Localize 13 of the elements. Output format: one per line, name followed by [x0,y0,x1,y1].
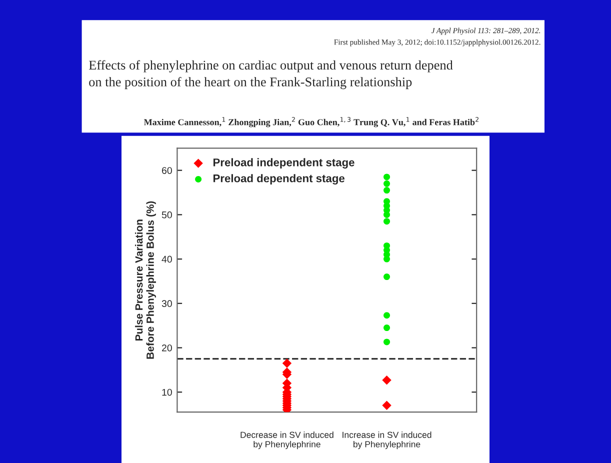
y-tick-label: 50 [162,211,172,218]
y-tick-label: 20 [162,344,172,352]
text: Maxime Cannesson,$^{1}$ Zhongping Jian,$^{2}$ Guo Chen,$^{1,3}$ Trung Q. Vu,$^{1}$ and Feras Hatib$^{2}$ [144,117,478,128]
y-tick-label: 30 [162,300,172,308]
x-tick-label: Increase in SV induced by Phenylephrine [342,432,432,450]
y-tick-label: 60 [162,167,172,174]
legend-label: Preload dependent stage [213,174,344,185]
legend-label: Preload independent stage [213,158,354,169]
y-tick-label: 40 [162,256,172,263]
x-tick-label: Decrease in SV induced by Phenylephrine [240,432,334,450]
y-tick-label: 10 [162,388,172,396]
y-axis-title: Pulse Pressure Variation Before Phenylephrine Bolus (%) [135,201,156,359]
chart-title: Effects of phenylephrine on cardiac output and venous return depend on the position of the heart on the Frank-Starling relationship [88,60,453,90]
